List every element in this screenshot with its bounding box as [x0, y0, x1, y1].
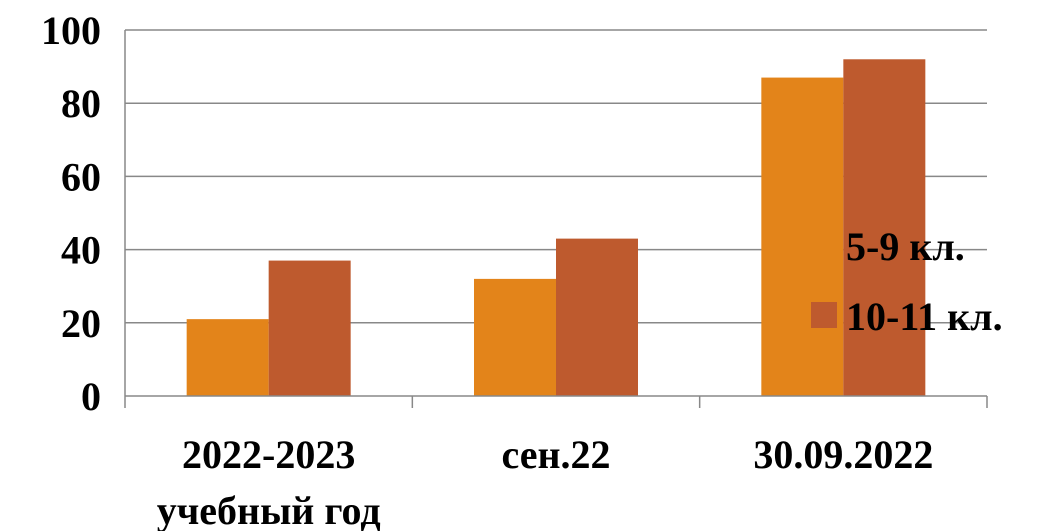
- legend-swatch-series-2: [811, 302, 837, 328]
- bar-series-1-cat-1: [186, 319, 269, 396]
- legend: 5-9 кл. 10-11 кл.: [811, 224, 1003, 339]
- legend-swatch-series-1: [811, 232, 837, 258]
- bar-series-2-cat-3: [843, 59, 926, 396]
- y-tick-label: 60: [61, 154, 101, 199]
- bar-series-1-cat-2: [474, 278, 556, 396]
- y-tick-label: 100: [41, 8, 101, 53]
- y-tick-labels: 0 20 40 60 80 100: [41, 8, 101, 419]
- bars: [186, 59, 926, 396]
- x-category-label: 2022-2023: [182, 432, 355, 477]
- y-tick-label: 20: [61, 301, 101, 346]
- x-category-label: 30.09.2022: [753, 432, 933, 477]
- legend-label-series-1: 5-9 кл.: [846, 224, 965, 269]
- bar-series-2-cat-2: [556, 238, 638, 396]
- x-category-label: учебный год: [157, 488, 381, 531]
- axes: [124, 30, 988, 408]
- legend-label-series-2: 10-11 кл.: [846, 294, 1003, 339]
- y-tick-label: 80: [61, 81, 101, 126]
- x-category-label: сен.22: [501, 432, 610, 477]
- y-tick-label: 0: [81, 374, 101, 419]
- bar-series-2-cat-1: [268, 260, 351, 396]
- y-tick-label: 40: [61, 228, 101, 273]
- category-labels: 2022-2023 учебный год сен.22 30.09.2022: [157, 432, 934, 531]
